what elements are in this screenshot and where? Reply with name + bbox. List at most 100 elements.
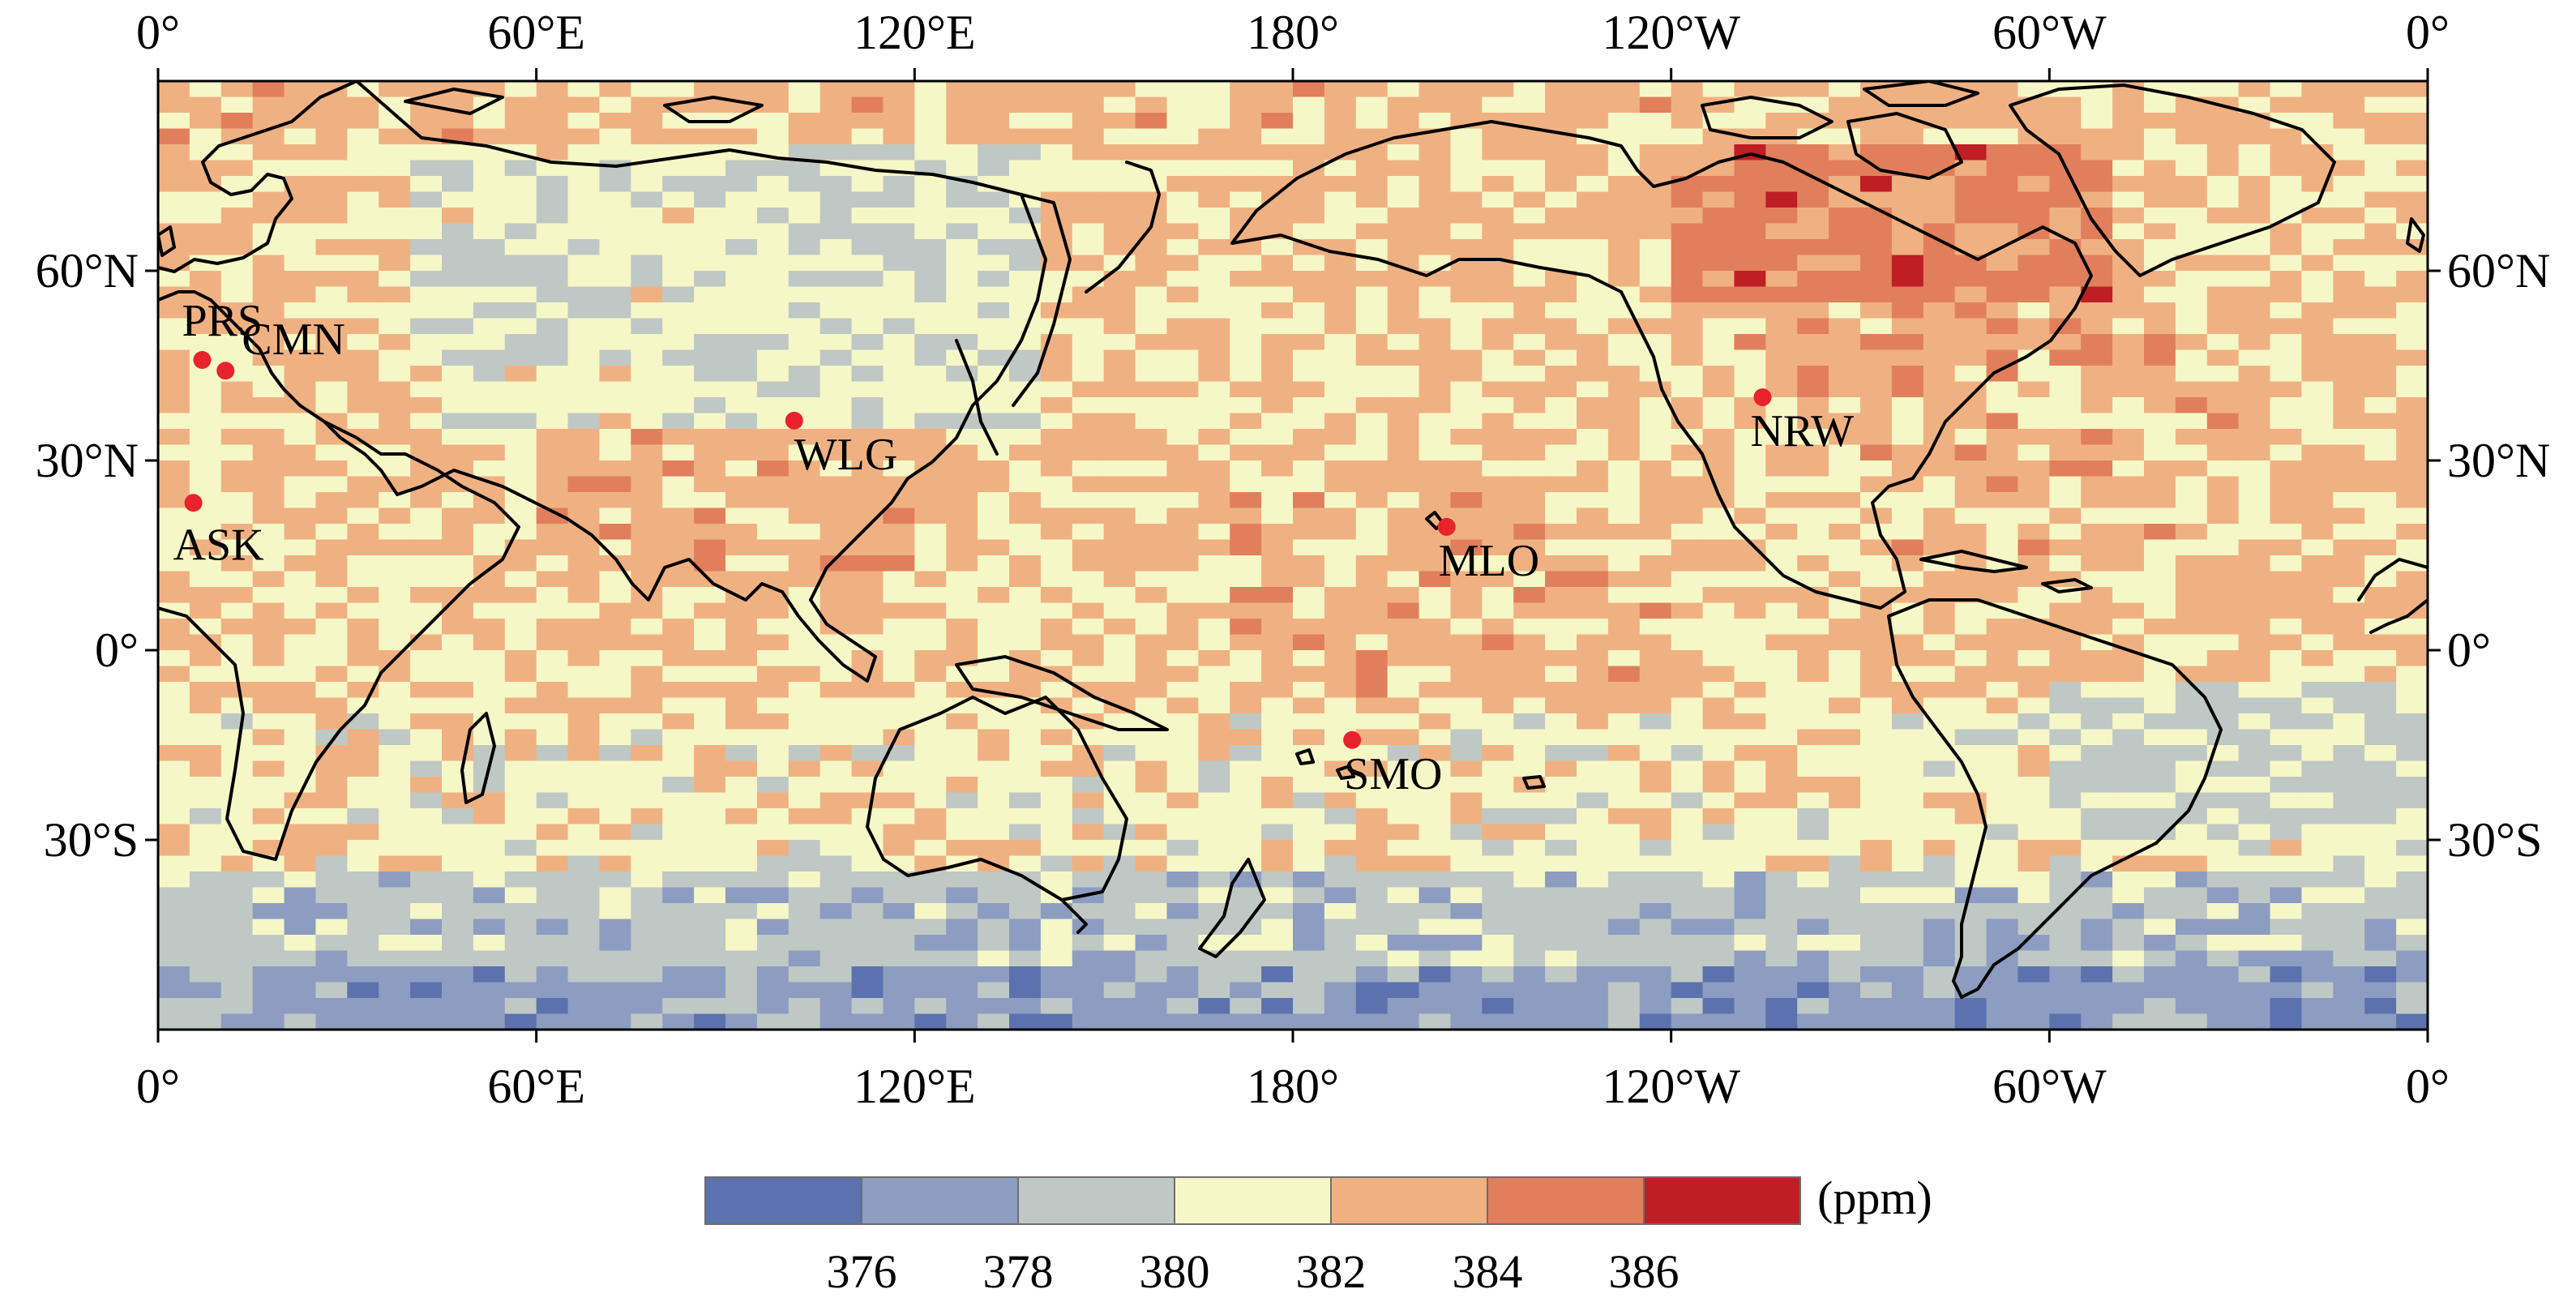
grid-cell — [2081, 777, 2113, 794]
grid-cell — [631, 524, 663, 541]
grid-cell — [2270, 855, 2303, 872]
grid-cell — [284, 144, 317, 161]
grid-cell — [1355, 160, 1389, 177]
grid-cell — [1607, 444, 1641, 461]
grid-cell — [756, 191, 789, 208]
grid-cell — [694, 792, 726, 809]
grid-cell — [1103, 96, 1136, 113]
grid-cell — [1891, 808, 1924, 825]
grid-cell — [2238, 444, 2271, 461]
grid-cell — [851, 413, 884, 430]
grid-cell — [978, 302, 1010, 319]
grid-cell — [2364, 318, 2397, 335]
grid-cell — [2333, 666, 2365, 683]
grid-cell — [2144, 872, 2176, 889]
grid-cell — [1450, 808, 1483, 825]
grid-cell — [1261, 919, 1294, 936]
grid-cell — [536, 682, 569, 699]
grid-cell — [284, 492, 317, 509]
grid-cell — [1607, 397, 1641, 414]
grid-cell — [788, 840, 821, 857]
grid-cell — [1671, 966, 1704, 983]
grid-cell — [1829, 349, 1861, 366]
grid-cell — [1261, 255, 1294, 272]
grid-cell — [158, 302, 190, 319]
grid-cell — [2270, 508, 2303, 525]
grid-cell — [725, 919, 758, 936]
grid-cell — [2396, 903, 2428, 920]
grid-cell — [2144, 96, 2176, 113]
grid-cell — [1702, 792, 1735, 809]
grid-cell — [442, 713, 474, 730]
grid-cell — [1103, 587, 1136, 604]
grid-cell — [1513, 223, 1546, 240]
grid-cell — [1355, 982, 1389, 999]
grid-cell — [1135, 1013, 1168, 1030]
grid-cell — [410, 935, 443, 952]
grid-cell — [2238, 191, 2271, 208]
grid-cell — [442, 729, 474, 746]
grid-cell — [1829, 824, 1861, 841]
grid-cell — [1797, 524, 1829, 541]
grid-cell — [819, 619, 853, 636]
grid-cell — [978, 208, 1010, 225]
grid-cell — [2270, 460, 2303, 478]
grid-cell — [2238, 840, 2271, 857]
grid-cell — [410, 397, 443, 414]
grid-cell — [851, 381, 884, 398]
grid-cell — [1734, 602, 1766, 619]
grid-cell — [1577, 982, 1609, 999]
grid-cell — [1671, 128, 1704, 145]
grid-cell — [315, 697, 348, 714]
grid-cell — [2112, 334, 2145, 351]
grid-cell — [1166, 302, 1199, 319]
grid-cell — [2081, 349, 2113, 366]
grid-cell — [1198, 903, 1230, 920]
grid-cell — [1198, 223, 1230, 240]
grid-cell — [1545, 682, 1577, 699]
grid-cell — [2049, 998, 2082, 1015]
grid-cell — [189, 223, 222, 240]
grid-cell — [442, 113, 474, 130]
grid-cell — [1577, 381, 1609, 398]
grid-cell — [1135, 808, 1168, 825]
grid-cell — [1198, 682, 1230, 699]
grid-cell — [220, 903, 254, 920]
grid-cell — [851, 887, 884, 904]
grid-cell — [756, 697, 789, 714]
grid-cell — [315, 539, 348, 556]
grid-cell — [1103, 903, 1136, 920]
grid-cell — [1230, 429, 1262, 446]
grid-cell — [284, 745, 317, 762]
grid-cell — [1166, 191, 1199, 208]
grid-cell — [851, 919, 884, 936]
grid-cell — [1829, 318, 1861, 335]
grid-cell — [1040, 792, 1073, 809]
grid-cell — [284, 982, 317, 999]
grid-cell — [1797, 208, 1829, 225]
grid-cell — [756, 808, 789, 825]
grid-cell — [1954, 460, 1988, 478]
grid-cell — [1954, 777, 1988, 794]
grid-cell — [756, 935, 789, 952]
grid-cell — [504, 587, 537, 604]
grid-cell — [1734, 555, 1766, 572]
grid-cell — [504, 919, 537, 936]
grid-cell — [662, 318, 695, 335]
grid-cell — [2396, 492, 2428, 509]
grid-cell — [1166, 176, 1199, 193]
grid-cell — [1891, 919, 1924, 936]
grid-cell — [2206, 666, 2240, 683]
grid-cell — [1545, 413, 1577, 430]
grid-cell — [1072, 1013, 1105, 1030]
grid-cell — [1040, 571, 1073, 588]
grid-cell — [2270, 1013, 2303, 1030]
grid-cell — [504, 887, 537, 904]
grid-cell — [2081, 492, 2113, 509]
grid-cell — [2206, 334, 2240, 351]
grid-cell — [1419, 444, 1452, 461]
grid-cell — [473, 1013, 506, 1030]
grid-cell — [914, 191, 947, 208]
grid-cell — [1293, 160, 1325, 177]
grid-cell — [1986, 128, 2019, 145]
